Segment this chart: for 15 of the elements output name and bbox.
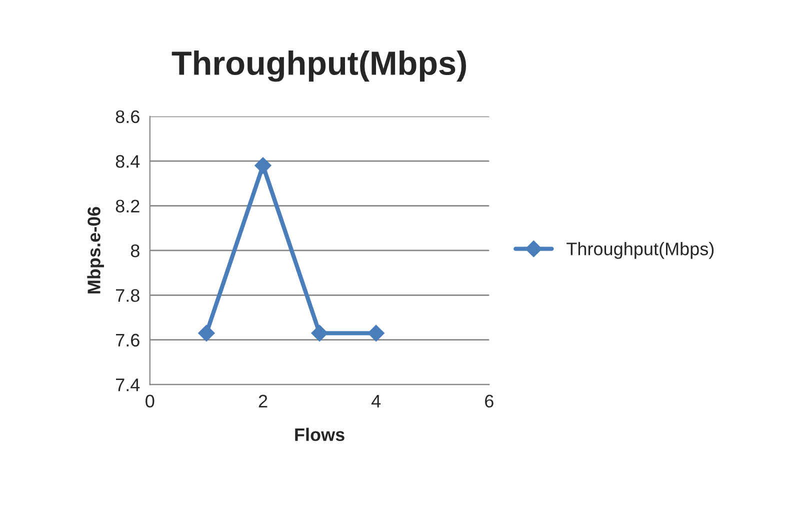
y-tick-label: 7.8 (116, 289, 140, 302)
x-axis-title: Flows (295, 428, 344, 442)
x-tick-label: 2 (258, 394, 268, 408)
y-tick-label: 8.6 (116, 110, 140, 124)
y-tick-label: 8 (130, 244, 140, 258)
x-tick-label: 4 (371, 394, 381, 408)
y-tick-label: 7.6 (116, 334, 140, 347)
x-tick-label: 6 (485, 394, 494, 408)
y-tick-label: 8.2 (116, 200, 140, 212)
legend-label: Throughput(Mbps) (566, 242, 714, 259)
y-tick-label: 7.4 (116, 378, 140, 392)
y-tick-label: 8.4 (116, 155, 140, 168)
x-tick-label: 0 (146, 394, 154, 408)
y-axis-title: Mbps.e-06 (87, 206, 104, 294)
chart-title: Throughput(Mbps) (172, 50, 466, 82)
